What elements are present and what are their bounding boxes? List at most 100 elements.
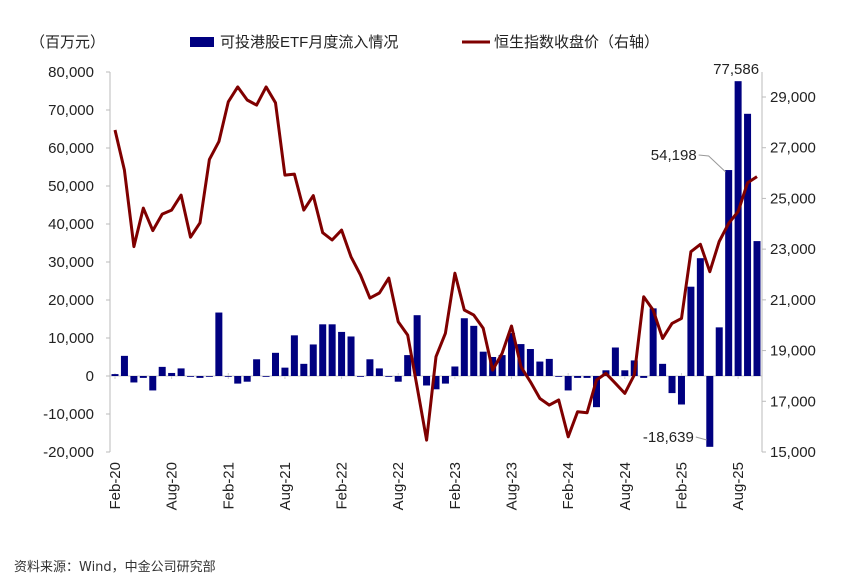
bar-Jun-20 [149,376,157,391]
bar-Apr-21 [243,376,251,382]
right-axis-tick-label: 29,000 [770,89,816,106]
bar-Jul-25 [725,170,733,376]
bars [111,81,761,447]
left-axis-tick-label: 40,000 [48,216,94,233]
bar-Feb-22 [338,331,346,376]
line-series [113,85,758,442]
bar-Oct-24 [640,376,648,378]
bar-Feb-21 [224,376,232,377]
left-axis-tick-label: 60,000 [48,140,94,157]
x-axis-tick-label: Aug-22 [390,462,407,510]
bar-Apr-25 [696,258,704,376]
bar-Oct-23 [526,349,534,376]
legend: 可投港股ETF月度流入情况 恒生指数收盘价（右轴） [190,33,659,51]
left-axis-tick-label: 30,000 [48,254,94,271]
bar-Apr-23 [470,325,478,376]
left-axis-tick-label: 20,000 [48,292,94,309]
x-axis-tick-label: Aug-24 [617,462,634,510]
left-axis-tick-label: 10,000 [48,330,94,347]
left-axis-tick-label: 70,000 [48,102,94,119]
x-axis-tick-label: Feb-24 [560,462,577,510]
bar-Dec-20 [205,376,213,377]
bar-Oct-21 [300,363,308,376]
annotation-leader [698,154,727,173]
bar-Jan-25 [668,376,676,394]
x-axis-tick-label: Aug-20 [164,462,181,510]
right-axis-tick-label: 27,000 [770,140,816,157]
bar-Nov-23 [536,361,544,376]
bar-Aug-25 [734,81,742,376]
bar-Feb-24 [564,376,572,391]
chart: （百万元） 可投港股ETF月度流入情况 恒生指数收盘价（右轴） 80,000 70… [30,33,816,510]
bar-Apr-24 [583,376,591,378]
bar-May-23 [479,351,487,376]
bar-Sep-21 [290,335,298,376]
x-axis-tick-label: Feb-23 [447,462,464,510]
bar-Oct-20 [187,376,195,377]
bar-Aug-21 [281,367,289,376]
bar-May-22 [366,359,374,376]
bar-Sep-25 [744,113,752,377]
bar-Jun-25 [715,327,723,376]
bar-Sep-23 [517,344,525,376]
bar-Jul-21 [272,352,279,376]
bar-May-25 [706,376,714,447]
left-axis-tick-label: 0 [86,368,94,385]
bar-Mar-24 [574,376,582,378]
bar-Apr-20 [130,376,138,383]
bar-Mar-22 [347,336,355,376]
bar-Oct-25 [753,241,761,376]
bar-Jun-22 [375,368,383,376]
left-axis-tick-label: 50,000 [48,178,94,195]
annotations: 77,586 54,198 -18,639 [643,61,759,446]
x-axis-tick-label: Feb-25 [673,462,690,510]
bar-Sep-20 [177,368,185,376]
bar-Oct-22 [413,315,421,376]
bar-Nov-20 [196,376,204,378]
bar-Dec-21 [319,324,327,376]
bar-Dec-23 [545,358,553,376]
x-axis-tick-label: Aug-23 [504,462,521,510]
bar-Feb-23 [451,366,459,376]
left-axis-tick-label: -10,000 [43,406,94,423]
right-axis-tick-label: 19,000 [770,343,816,360]
bar-Jul-20 [158,366,166,376]
bar-Aug-23 [508,333,516,376]
axes: 80,000 70,000 60,000 50,000 40,000 30,000 20,0… [43,64,816,510]
bar-Mar-23 [460,318,468,376]
right-axis-tick-label: 15,000 [770,444,816,461]
right-axis-tick-label: 21,000 [770,292,816,309]
bar-Jan-21 [215,312,223,376]
bar-Sep-22 [404,355,412,376]
x-axis-tick-label: Aug-25 [730,462,747,510]
left-axis-unit-label: （百万元） [30,34,105,51]
bar-Mar-21 [234,376,242,384]
bar-Jan-24 [555,376,563,377]
bar-Jun-21 [262,376,270,377]
x-axis-tick-label: Feb-20 [107,462,124,510]
source-note: 资料来源：Wind，中金公司研究部 [14,560,216,575]
legend-line-label: 恒生指数收盘价（右轴） [494,33,659,51]
bar-May-21 [253,359,261,376]
bar-Feb-20 [111,374,119,376]
legend-bar-label: 可投港股ETF月度流入情况 [220,34,398,51]
bar-May-24 [593,376,600,408]
bar-Dec-24 [659,363,667,376]
right-axis-tick-label: 23,000 [770,241,816,258]
left-axis-tick-label: 80,000 [48,64,94,81]
bar-Mar-25 [687,286,695,376]
bar-Aug-22 [394,376,402,382]
x-axis-tick-label: Feb-21 [220,462,237,510]
bar-Aug-20 [168,372,176,376]
bar-Jul-23 [498,355,506,376]
bar-Nov-22 [423,376,431,386]
right-axis-tick-label: 25,000 [770,190,816,207]
annotation-leader [695,436,707,441]
bar-Mar-20 [120,355,128,376]
bar-Jul-22 [385,376,393,377]
bar-Nov-24 [649,308,657,376]
annotation-label: 54,198 [651,147,697,164]
right-axis-tick-label: 17,000 [770,393,816,410]
bar-Jan-22 [328,324,336,376]
bar-Jul-24 [611,347,619,376]
